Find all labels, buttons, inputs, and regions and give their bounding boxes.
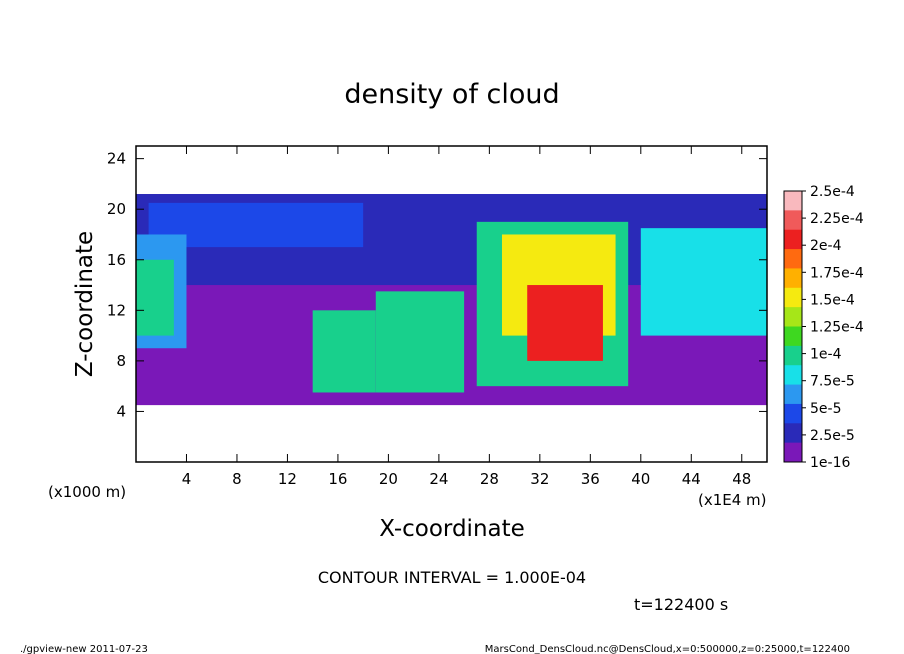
colorbar-label: 2.25e-4 [810, 211, 864, 227]
y-tick-label: 16 [107, 251, 126, 269]
colorbar-label: 2.5e-4 [810, 184, 855, 200]
x-tick-label: 4 [182, 470, 192, 488]
chart-title: density of cloud [344, 79, 559, 110]
colorbar-swatch [784, 249, 802, 269]
colorbar: 2.5e-4 2.25e-4 2e-4 1.75e-4 1.5e-4 1.25e-4 1e-… [783, 184, 864, 471]
y-tick-label: 24 [107, 150, 126, 168]
x-tick-label: 48 [732, 470, 751, 488]
colorbar-swatch [784, 442, 802, 463]
colorbar-swatch [784, 365, 802, 386]
colorbar-label: 2e-4 [810, 238, 842, 254]
x-axis-label: X-coordinate [379, 516, 525, 542]
x-tick-label: 12 [278, 470, 297, 488]
heatmap-region-4 [136, 259, 174, 336]
y-axis: 4 8 12 16 20 24 [107, 150, 767, 420]
colorbar-label: 1e-16 [810, 455, 850, 471]
colorbar-swatch [784, 191, 802, 211]
colorbar-swatch [784, 326, 802, 347]
y-axis-label: Z-coordinate [72, 231, 98, 377]
y-tick-label: 12 [107, 301, 126, 319]
colorbar-swatch [784, 307, 802, 327]
time-label: t=122400 s [634, 595, 728, 614]
x-tick-label: 16 [328, 470, 347, 488]
heatmap-region-10 [527, 285, 603, 361]
heatmap-region-6 [375, 291, 465, 393]
colorbar-swatch [784, 210, 802, 231]
x-axis: 4 8 12 16 20 24 28 32 36 40 44 48 [182, 146, 751, 488]
x-tick-label: 36 [581, 470, 600, 488]
footer-right: MarsCond_DensCloud.nc@DensCloud,x=0:5000… [485, 644, 850, 654]
heatmap-field [136, 194, 767, 406]
footer-left: ./gpview-new 2011-07-23 [20, 644, 148, 654]
x-tick-label: 40 [631, 470, 650, 488]
x-tick-label: 44 [682, 470, 701, 488]
y-tick-label: 20 [107, 200, 126, 218]
colorbar-label: 7.5e-5 [810, 374, 855, 390]
x-unit-label: (x1E4 m) [698, 491, 767, 509]
y-unit-label: (x1000 m) [48, 483, 126, 501]
y-tick-label: 8 [116, 352, 126, 370]
colorbar-label: 5e-5 [810, 401, 841, 417]
x-tick-label: 24 [429, 470, 448, 488]
x-tick-label: 28 [480, 470, 499, 488]
colorbar-label: 1.5e-4 [810, 292, 855, 308]
colorbar-label: 1.75e-4 [810, 265, 864, 281]
colorbar-swatch [784, 403, 802, 424]
x-tick-label: 8 [232, 470, 242, 488]
plot-frame [135, 145, 768, 463]
colorbar-swatch [784, 229, 802, 250]
colorbar-swatch [784, 345, 802, 366]
x-tick-label: 20 [379, 470, 398, 488]
colorbar-swatch [784, 268, 802, 289]
colorbar-swatch [784, 384, 802, 405]
colorbar-swatch [784, 287, 802, 308]
heatmap-region-8 [640, 228, 767, 336]
contour-interval-label: CONTOUR INTERVAL = 1.000E-04 [318, 568, 586, 587]
x-tick-label: 32 [530, 470, 549, 488]
colorbar-swatch [784, 423, 802, 444]
colorbar-label: 1.25e-4 [810, 320, 864, 336]
y-tick-label: 4 [116, 402, 126, 420]
colorbar-label: 1e-4 [810, 347, 842, 363]
colorbar-label: 2.5e-5 [810, 428, 855, 444]
heatmap-region-5 [312, 310, 376, 393]
